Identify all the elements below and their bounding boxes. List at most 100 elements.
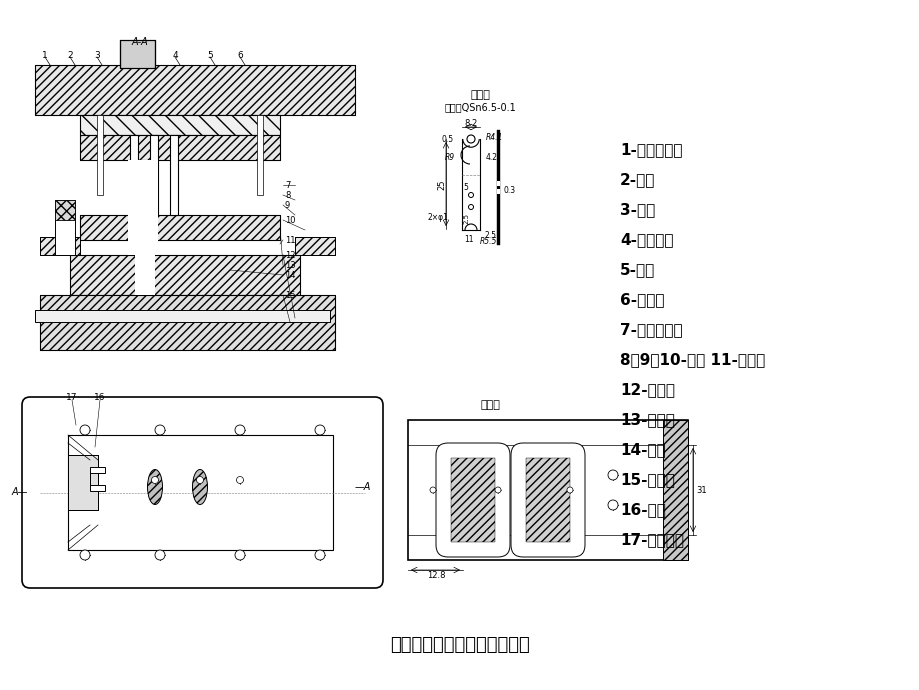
Text: 材料：QSn6.5-0.1: 材料：QSn6.5-0.1 <box>444 102 516 112</box>
Circle shape <box>80 425 90 435</box>
Circle shape <box>80 550 90 560</box>
Text: 13-卸料板: 13-卸料板 <box>619 413 675 428</box>
Bar <box>407 420 687 560</box>
Text: 排样图: 排样图 <box>480 400 499 410</box>
Circle shape <box>468 193 473 197</box>
Text: R5.5: R5.5 <box>480 237 497 246</box>
Text: 14: 14 <box>285 270 295 279</box>
Bar <box>40 295 335 350</box>
Circle shape <box>494 487 501 493</box>
Bar <box>40 295 335 350</box>
Bar <box>119 40 154 68</box>
Text: 8: 8 <box>285 190 290 199</box>
Text: 5-垫板: 5-垫板 <box>619 262 654 277</box>
Circle shape <box>314 425 324 435</box>
Text: 双侧刃定距的冲孔落料级进模: 双侧刃定距的冲孔落料级进模 <box>390 636 529 654</box>
Bar <box>68 455 98 510</box>
Circle shape <box>467 135 474 143</box>
Bar <box>128 160 158 255</box>
Text: 15-下模座: 15-下模座 <box>619 473 675 488</box>
FancyBboxPatch shape <box>22 397 382 588</box>
Text: 13: 13 <box>285 261 295 270</box>
Bar <box>130 135 138 215</box>
Text: R4.1: R4.1 <box>485 132 503 141</box>
Text: 11: 11 <box>464 235 473 244</box>
Text: 14-凹模: 14-凹模 <box>619 442 665 457</box>
Circle shape <box>197 477 203 484</box>
Bar <box>256 115 263 195</box>
Bar <box>70 255 300 295</box>
Bar <box>80 215 279 240</box>
Bar <box>80 115 279 135</box>
Bar <box>496 181 499 186</box>
Circle shape <box>607 500 618 510</box>
FancyBboxPatch shape <box>510 443 584 557</box>
Bar <box>35 65 355 115</box>
Ellipse shape <box>147 469 163 504</box>
Text: 8.2: 8.2 <box>464 119 477 128</box>
Bar <box>40 237 80 255</box>
Text: 4: 4 <box>172 50 177 59</box>
Bar <box>68 455 98 510</box>
Text: 7-凸模固定板: 7-凸模固定板 <box>619 322 682 337</box>
Circle shape <box>429 487 436 493</box>
Ellipse shape <box>192 469 208 504</box>
Text: 17-侧刃挡块: 17-侧刃挡块 <box>619 533 683 547</box>
Bar <box>496 189 499 194</box>
Bar <box>96 115 103 195</box>
Circle shape <box>234 425 244 435</box>
Bar <box>55 200 75 220</box>
Text: 2-销钉: 2-销钉 <box>619 172 654 188</box>
Text: R9: R9 <box>445 152 455 161</box>
Text: 2.5: 2.5 <box>463 213 470 224</box>
Polygon shape <box>90 467 105 491</box>
Text: 11: 11 <box>285 235 295 244</box>
Text: 1-内六角螺钉: 1-内六角螺钉 <box>619 143 682 157</box>
Text: 5: 5 <box>207 50 212 59</box>
Text: 1: 1 <box>42 50 48 59</box>
Text: 3-模柄: 3-模柄 <box>619 202 654 217</box>
Bar <box>295 237 335 255</box>
Bar <box>68 435 333 550</box>
Text: 16-侧刃: 16-侧刃 <box>619 502 665 518</box>
Text: 2.5: 2.5 <box>484 230 496 239</box>
Circle shape <box>314 550 324 560</box>
Bar <box>119 40 154 68</box>
Text: 2: 2 <box>67 50 73 59</box>
Bar <box>170 135 177 215</box>
Bar <box>80 115 279 135</box>
Text: 31: 31 <box>696 486 707 495</box>
Bar <box>35 65 355 115</box>
Bar <box>70 255 300 295</box>
Text: 17: 17 <box>66 393 78 402</box>
Text: 15: 15 <box>285 290 295 299</box>
Bar <box>663 420 687 560</box>
Text: 7: 7 <box>285 181 290 190</box>
Bar <box>80 135 279 160</box>
Circle shape <box>468 204 473 210</box>
Text: 3: 3 <box>94 50 100 59</box>
Circle shape <box>566 487 573 493</box>
Bar <box>496 130 499 245</box>
Text: 6-上模座: 6-上模座 <box>619 293 664 308</box>
Text: 0.5: 0.5 <box>441 135 453 144</box>
Text: 25: 25 <box>437 180 446 190</box>
Text: 9: 9 <box>285 201 289 210</box>
Text: —A: —A <box>355 482 371 492</box>
Text: 5: 5 <box>463 182 468 192</box>
Bar <box>295 237 335 255</box>
Text: 6: 6 <box>237 50 243 59</box>
Bar <box>135 255 154 295</box>
Text: 10: 10 <box>285 215 295 224</box>
Circle shape <box>234 550 244 560</box>
Text: 8、9、10-凸模 11-导料板: 8、9、10-凸模 11-导料板 <box>619 353 765 368</box>
Text: 2×φ1: 2×φ1 <box>426 213 448 221</box>
Bar <box>55 200 75 255</box>
Bar <box>35 310 330 322</box>
Text: 12: 12 <box>285 250 295 259</box>
Text: 12.8: 12.8 <box>426 571 445 580</box>
Text: 4.2: 4.2 <box>485 152 497 161</box>
Bar <box>80 135 279 160</box>
Circle shape <box>152 477 158 484</box>
Bar <box>150 135 158 215</box>
